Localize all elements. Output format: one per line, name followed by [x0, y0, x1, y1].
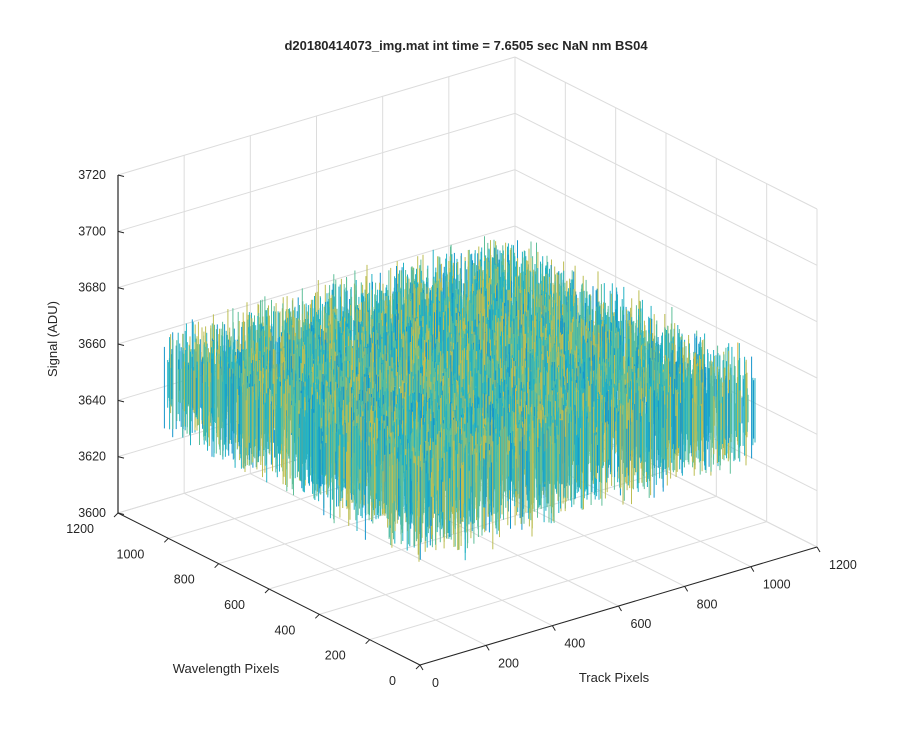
surface-mesh [163, 236, 756, 562]
grid-line-z-side [514, 169, 818, 323]
grid-line-z-back [117, 56, 516, 176]
grid-line-z-back [117, 112, 516, 232]
grid-line-z-back [117, 169, 516, 289]
grid-line-z-back [117, 225, 516, 345]
grid-line-z-side [514, 112, 818, 266]
grid-line-z-side [514, 225, 818, 379]
grid-line-z-side [514, 56, 818, 210]
grid-line-y-floor [369, 521, 767, 641]
grid-line-y-floor [319, 495, 717, 615]
